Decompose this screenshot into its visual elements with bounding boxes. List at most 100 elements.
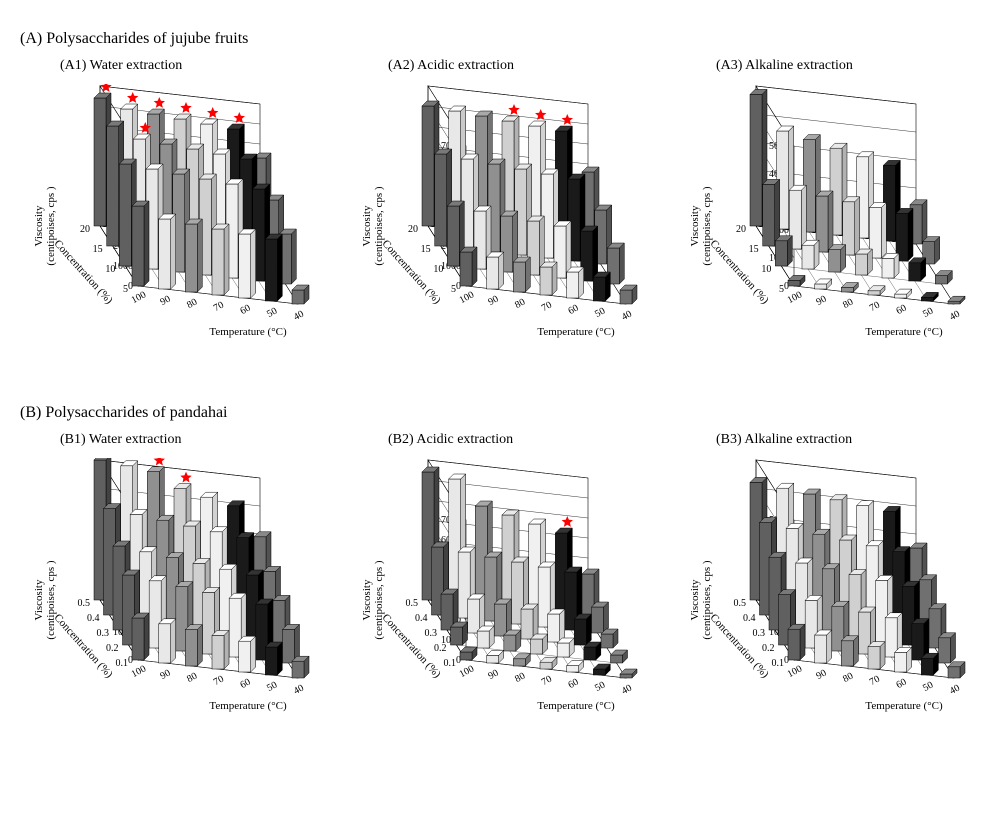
star-marker: [180, 102, 191, 113]
x-tick-label: 80: [185, 297, 199, 311]
y-tick-label: 0.2: [434, 643, 447, 654]
x-tick-label: 60: [566, 303, 580, 317]
bar-side: [291, 229, 296, 284]
x-tick-label: 90: [486, 294, 500, 308]
bar-front: [574, 619, 586, 645]
chart-B2: 0100020003000400050006000700010090807060…: [348, 458, 648, 748]
x-tick-label: 60: [894, 677, 908, 691]
chart-container: 0100020003000400050001009080706050400.10…: [676, 458, 976, 748]
star-marker: [127, 92, 138, 103]
bar-front: [548, 614, 560, 642]
bar-side: [144, 201, 149, 286]
x-tick-label: 80: [841, 297, 855, 311]
bar-front: [593, 277, 605, 301]
chart-title: (A3) Alkaline extraction: [716, 58, 984, 74]
bar-front: [487, 655, 499, 663]
bar-front: [435, 154, 447, 246]
y-tick-label: 0.4: [87, 613, 100, 624]
bar-front: [921, 658, 933, 675]
y-tick-label: 20: [80, 224, 90, 235]
x-tick-label: 40: [948, 683, 962, 697]
x-tick-label: 40: [620, 683, 634, 697]
bar-front: [868, 647, 880, 669]
chart-title: (B3) Alkaline extraction: [716, 432, 984, 448]
bar-front: [909, 263, 921, 281]
x-axis-label: Temperature (°C): [865, 326, 943, 338]
bar-front: [283, 629, 295, 663]
bar-front: [292, 290, 304, 304]
bar-front: [584, 647, 596, 660]
bar-front: [895, 294, 907, 298]
z-axis-label: Viscosity(centipoises, cps ): [689, 560, 713, 639]
y-tick-label: 0.1: [772, 658, 785, 669]
chart-A1: 0100020003000400050006000700010090807060…: [20, 84, 320, 374]
x-axis-label: Temperature (°C): [537, 326, 615, 338]
y-tick-label: 0.3: [425, 628, 438, 639]
y-tick-label: 0.2: [106, 643, 119, 654]
x-tick-label: 60: [894, 303, 908, 317]
bar-side: [251, 636, 256, 672]
bar-front: [948, 667, 960, 678]
y-tick-label: 10: [761, 264, 771, 275]
bar-side: [251, 229, 256, 298]
star-marker: [154, 97, 165, 108]
x-axis-label: Temperature (°C): [209, 326, 287, 338]
chart-cell-B1: (B1) Water extraction0100020003000400050…: [20, 427, 328, 748]
chart-title: (A2) Acidic extraction: [388, 58, 656, 74]
y-tick-label: 10: [433, 264, 443, 275]
bar-front: [540, 267, 552, 295]
bar-front: [829, 250, 841, 272]
x-axis-label: Temperature (°C): [537, 700, 615, 712]
bar-front: [593, 669, 605, 675]
bar-front: [159, 219, 171, 289]
chart-B3: 0100020003000400050001009080706050400.10…: [676, 458, 976, 748]
x-tick-label: 80: [513, 671, 527, 685]
x-tick-label: 50: [265, 306, 279, 320]
x-tick-label: 70: [540, 300, 554, 314]
section-title: (B) Polysaccharides of pandahai: [20, 404, 984, 422]
x-tick-label: 90: [158, 294, 172, 308]
star-marker: [207, 107, 218, 118]
chart-cell-A3: (A3) Alkaline extraction0100020003000400…: [676, 53, 984, 374]
bar-front: [477, 631, 489, 648]
bar-front: [513, 659, 525, 666]
bar-front: [531, 639, 543, 654]
bar-front: [557, 643, 569, 657]
bar-front: [788, 280, 800, 286]
grid-z-back: [756, 460, 916, 478]
z-axis-label: Viscosity(centipoises, cps ): [33, 186, 57, 265]
y-tick-label: 0.5: [78, 598, 91, 609]
chart-container: 0100020003000400050006000700010090807060…: [348, 84, 648, 374]
z-axis-label: Viscosity(centipoises, cps ): [361, 186, 385, 265]
chart-container: 0100020003000400050006000700010090807060…: [20, 84, 320, 374]
chart-grid: (B1) Water extraction0100020003000400050…: [20, 427, 984, 748]
bar-front: [460, 652, 472, 660]
bar-side: [224, 224, 229, 295]
x-tick-label: 70: [868, 300, 882, 314]
x-tick-label: 40: [292, 309, 306, 323]
bar-front: [447, 206, 459, 266]
chart-B1: 0100020003000400050001009080706050400.10…: [20, 458, 320, 748]
bar-front: [107, 126, 119, 246]
y-tick-label: 0.5: [406, 598, 419, 609]
bar-front: [885, 618, 897, 657]
bar-front: [815, 635, 827, 663]
y-tick-label: 5: [779, 284, 784, 295]
bar-side: [144, 613, 149, 660]
star-marker: [562, 516, 573, 527]
bar-side: [472, 247, 477, 286]
star-marker: [180, 472, 191, 483]
bar-front: [882, 258, 894, 278]
bar-side: [171, 214, 176, 289]
bar-front: [94, 98, 106, 226]
x-tick-label: 40: [620, 309, 634, 323]
bar-front: [567, 272, 579, 298]
y-tick-label: 15: [421, 244, 431, 255]
bar-side: [579, 267, 584, 298]
bar-side: [775, 179, 780, 246]
grid-z-back: [100, 86, 260, 104]
section-B: (B) Polysaccharides of pandahai (B1) Wate…: [20, 404, 984, 748]
x-axis-label: Temperature (°C): [209, 700, 287, 712]
bar-side: [619, 243, 624, 284]
y-tick-label: 15: [93, 244, 103, 255]
